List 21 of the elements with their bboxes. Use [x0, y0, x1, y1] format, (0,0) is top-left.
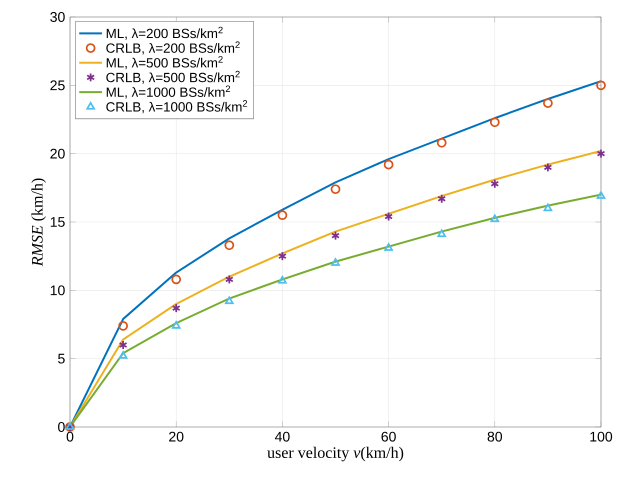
- y-tick-label: 10: [50, 285, 65, 296]
- y-axis-title: RMSE (km/h): [31, 178, 46, 266]
- legend-label: CRLB, λ=200 BSs/km$^{2}$: [106, 41, 240, 54]
- x-tick-label: 100: [590, 432, 612, 442]
- y-tick-label: 25: [50, 80, 65, 90]
- x-axis-title: user velocity v(km/h): [267, 446, 404, 462]
- x-tick-label: 0: [66, 432, 74, 442]
- legend-label: ML, λ=1000 BSs/km$^{2}$: [106, 85, 230, 99]
- legend-label: ML, λ=200 BSs/km$^{2}$: [106, 26, 223, 40]
- x-tick-label: 20: [169, 432, 184, 442]
- legend-label: CRLB, λ=1000 BSs/km$^{2}$: [106, 100, 248, 114]
- y-tick-label: 5: [58, 354, 65, 364]
- x-tick-label: 80: [488, 432, 502, 442]
- legend-label: CRLB, λ=500 BSs/km$^{2}$: [106, 70, 240, 84]
- y-tick-label: 15: [50, 217, 65, 227]
- y-tick-label: 0: [58, 422, 65, 432]
- legend-label: ML, λ=500 BSs/km$^{2}$: [106, 56, 223, 70]
- y-tick-label: 20: [50, 148, 65, 159]
- x-tick-label: 60: [382, 432, 396, 442]
- x-tick-label: 40: [274, 432, 290, 442]
- y-tick-label: 30: [50, 12, 65, 22]
